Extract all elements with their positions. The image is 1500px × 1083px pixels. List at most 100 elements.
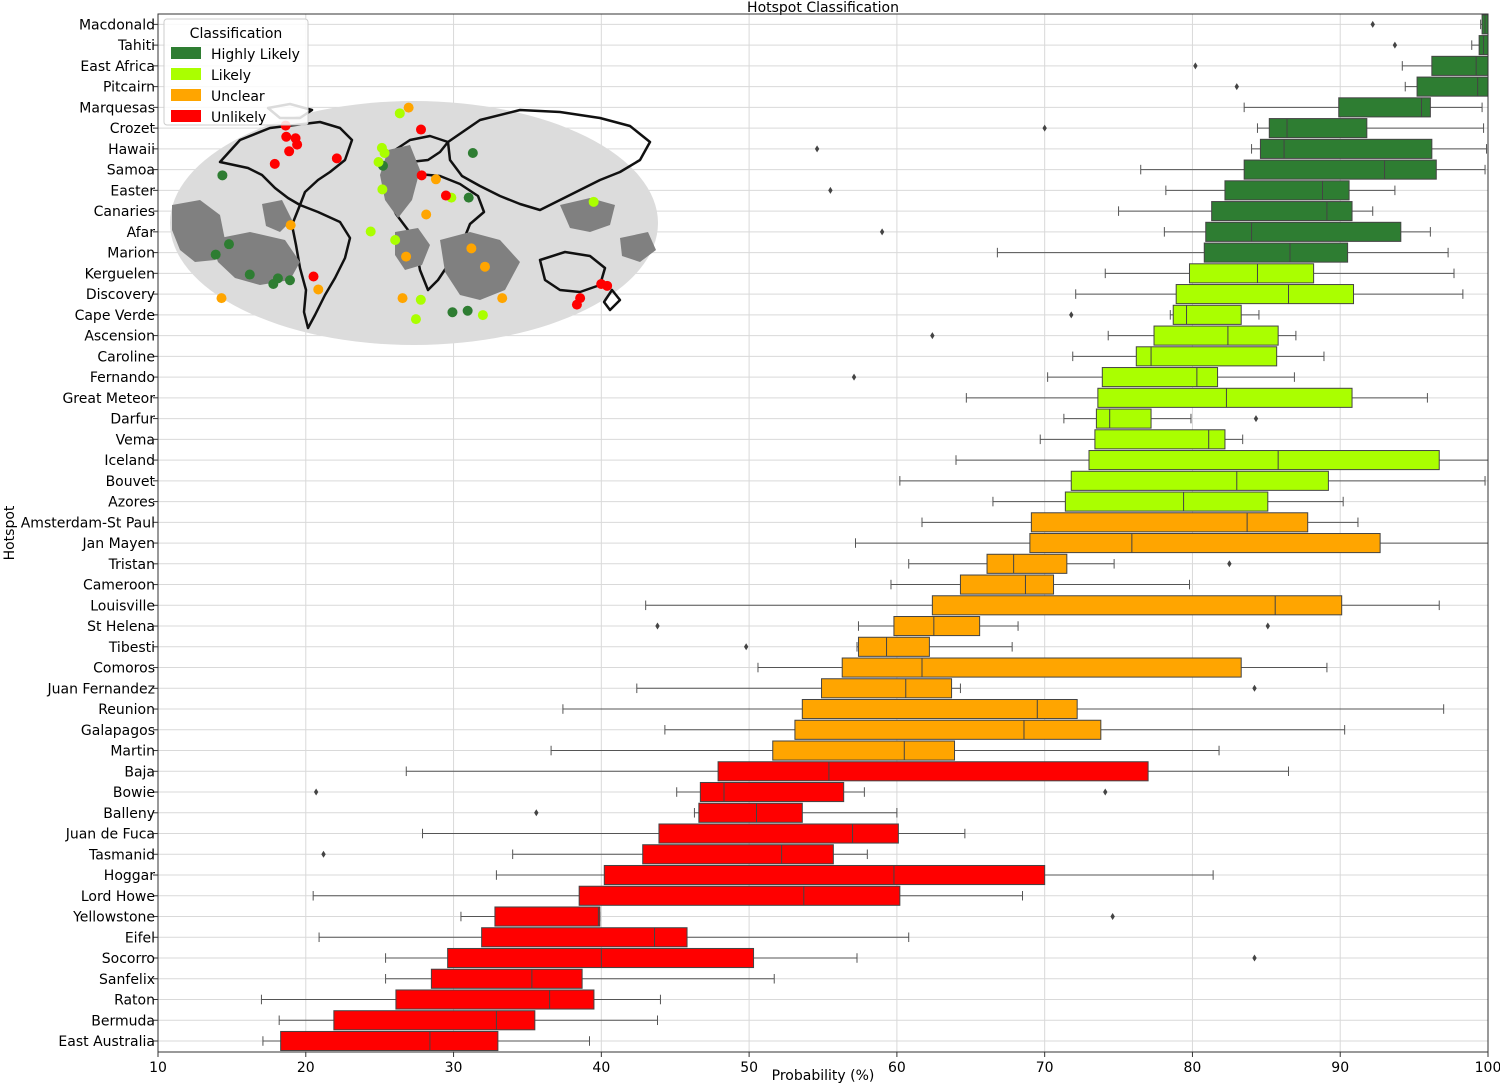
box-flier [1392, 41, 1398, 49]
box-iqr [1259, 138, 1433, 159]
box-flier [1252, 684, 1257, 692]
x-axis-label: Probability (%) [772, 1068, 875, 1083]
box-balleny [534, 802, 898, 823]
box-cameroon [890, 574, 1190, 595]
legend-label: Highly Likely [211, 47, 300, 63]
y-tick-label: Azores [108, 495, 155, 511]
y-tick-label: Bowie [113, 785, 155, 801]
map-point [292, 139, 303, 150]
box-east-australia [262, 1030, 591, 1052]
box-iqr [841, 657, 1242, 678]
box-caroline [1072, 346, 1325, 367]
map-point [571, 299, 582, 310]
legend-swatch [171, 47, 201, 59]
box-iqr [1064, 491, 1269, 512]
box-flier [828, 186, 833, 194]
box-tibesti [743, 636, 1013, 657]
x-tick-label: 70 [1036, 1060, 1054, 1076]
box-iqr [481, 927, 688, 948]
map-point [331, 153, 342, 164]
map-point [223, 239, 234, 250]
map-point [430, 174, 441, 185]
box-flier [851, 373, 857, 381]
y-tick-label: Comoros [93, 661, 155, 677]
legend-entries: Highly Likely Likely Unclear Unlikely [171, 47, 300, 126]
box-socorro [385, 947, 1257, 969]
box-flier [1265, 622, 1271, 630]
x-tick-label: 60 [888, 1060, 906, 1076]
box-iqr [772, 740, 956, 761]
box-iqr [794, 719, 1102, 740]
map-point [477, 310, 488, 321]
box-iqr [821, 678, 953, 699]
y-tick-label: St Helena [87, 619, 155, 635]
box-flier [1252, 954, 1257, 962]
box-eifel [318, 927, 910, 948]
box-iqr [1338, 97, 1431, 118]
box-iqr [1188, 263, 1315, 284]
box-vema [1039, 429, 1244, 450]
map-point [269, 158, 280, 169]
box-iceland [955, 450, 1489, 471]
x-tick-label: 20 [297, 1060, 315, 1076]
box-martin [550, 740, 1220, 761]
box-iqr [280, 1030, 499, 1052]
box-flier [1234, 83, 1239, 91]
y-tick-label: Baja [124, 764, 155, 780]
box-canaries [1118, 201, 1374, 222]
y-tick-label: East Africa [80, 59, 155, 75]
box-iqr [1243, 159, 1437, 180]
y-tick-label: Cameroon [83, 578, 155, 594]
y-tick-label: Marquesas [79, 100, 155, 116]
y-tick-label: Balleny [103, 806, 155, 822]
map-point [596, 279, 607, 289]
y-tick-label: Tasmanid [88, 847, 155, 863]
box-hawaii [814, 138, 1488, 159]
box-afar [879, 221, 1431, 242]
box-iqr [395, 989, 595, 1010]
y-tick-label: Galapagos [81, 723, 155, 739]
box-iqr [1030, 512, 1309, 533]
y-tick-label: Sanfelix [99, 972, 155, 988]
map-point [377, 184, 388, 195]
map-point [588, 196, 599, 207]
box-flier [655, 622, 660, 630]
y-tick-label: Great Meteor [62, 391, 155, 407]
y-tick-label: Bermuda [91, 1013, 155, 1029]
box-great-meteor [965, 387, 1428, 408]
y-tick-label: Martin [110, 744, 155, 760]
y-tick-label: Cape Verde [75, 308, 155, 324]
y-tick-label: Louisville [90, 598, 155, 614]
box-iqr [1172, 304, 1242, 325]
map-point [210, 249, 221, 260]
box-kerguelen [1104, 263, 1455, 284]
box-galapagos [664, 719, 1346, 740]
y-tick-label: Bouvet [106, 474, 156, 490]
map-point [467, 148, 478, 159]
box-iqr [494, 906, 601, 927]
box-iqr [1097, 387, 1353, 408]
x-tick-label: 90 [1331, 1060, 1349, 1076]
box-layer [260, 14, 1489, 1052]
legend-label: Unlikely [211, 110, 266, 126]
box-yellowstone [460, 906, 1115, 927]
legend-swatch [171, 110, 201, 122]
box-hoggar [495, 864, 1214, 886]
legend-label: Unclear [211, 89, 265, 105]
box-louisville [645, 595, 1440, 616]
y-tick-label: Easter [110, 183, 155, 199]
box-iqr [931, 595, 1343, 616]
box-iqr [1205, 221, 1402, 242]
y-tick-label: East Australia [58, 1034, 155, 1050]
map-point [397, 293, 408, 304]
box-iqr [1203, 242, 1349, 263]
map-point [479, 261, 490, 272]
y-axis-label: Hotspot [2, 505, 18, 560]
y-tick-label: Kerguelen [85, 266, 155, 282]
map-point [284, 146, 295, 157]
y-tick-label: Reunion [98, 702, 155, 718]
map-point [410, 314, 421, 325]
box-flier [1069, 311, 1074, 319]
map-point [415, 294, 426, 305]
world-map-inset [170, 101, 658, 345]
